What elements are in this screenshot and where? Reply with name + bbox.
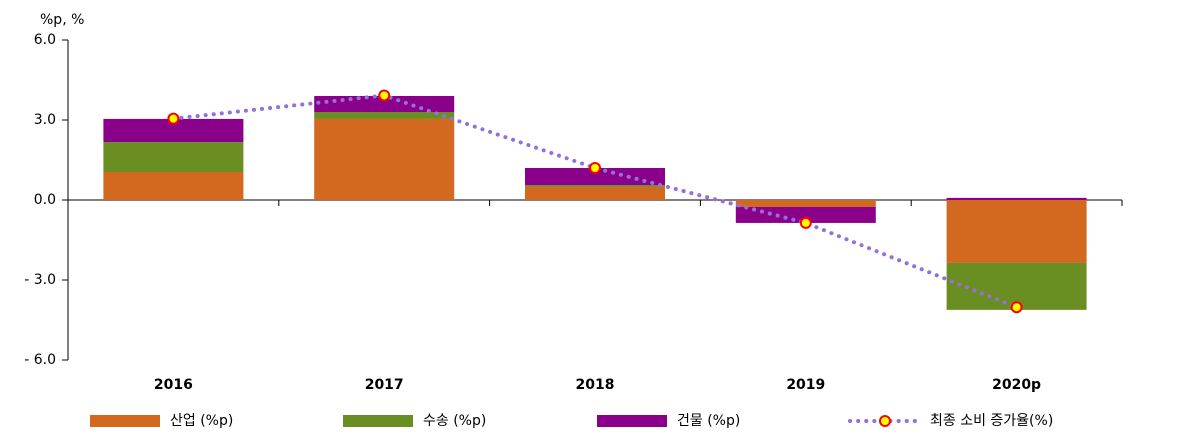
bar-segment — [525, 186, 665, 200]
line-marker — [799, 216, 812, 229]
bar-segment — [103, 118, 244, 143]
line-marker — [378, 89, 391, 102]
y-tick-label: - 3.0 — [24, 272, 56, 288]
legend-label: 건물 (%p) — [677, 413, 740, 429]
bar-segment — [525, 185, 665, 187]
bar-segment — [103, 142, 244, 172]
legend-swatch — [90, 415, 160, 427]
y-axis-label: %p, % — [40, 12, 84, 28]
line-marker — [589, 162, 601, 174]
bar-segment — [314, 118, 455, 200]
bar-segment — [946, 200, 1087, 263]
y-tick-label: 6.0 — [34, 32, 56, 48]
bar-segment — [314, 112, 455, 119]
bar-segment — [525, 168, 665, 186]
bar-segment — [735, 200, 876, 207]
y-tick-label: - 6.0 — [24, 352, 56, 368]
line-marker — [167, 112, 180, 125]
legend-label: 최종 소비 증가율(%) — [930, 413, 1053, 429]
legend-label: 산업 (%p) — [170, 413, 233, 429]
y-tick-label: 0.0 — [34, 192, 56, 208]
legend-marker — [879, 415, 891, 427]
x-tick-label: 2018 — [576, 377, 615, 393]
x-tick-label: 2020p — [992, 377, 1041, 393]
legend-label: 수송 (%p) — [423, 413, 486, 429]
bar-segment — [103, 172, 244, 200]
x-tick-label: 2019 — [786, 377, 825, 393]
bar-segment — [946, 197, 1087, 200]
legend-swatch — [597, 415, 667, 427]
x-tick-label: 2017 — [365, 377, 404, 393]
x-tick-label: 2016 — [154, 377, 193, 393]
line-series — [171, 93, 1019, 310]
bar-segment — [735, 206, 876, 223]
y-tick-label: 3.0 — [34, 112, 56, 128]
line-marker — [1010, 301, 1023, 314]
legend-swatch — [343, 415, 413, 427]
